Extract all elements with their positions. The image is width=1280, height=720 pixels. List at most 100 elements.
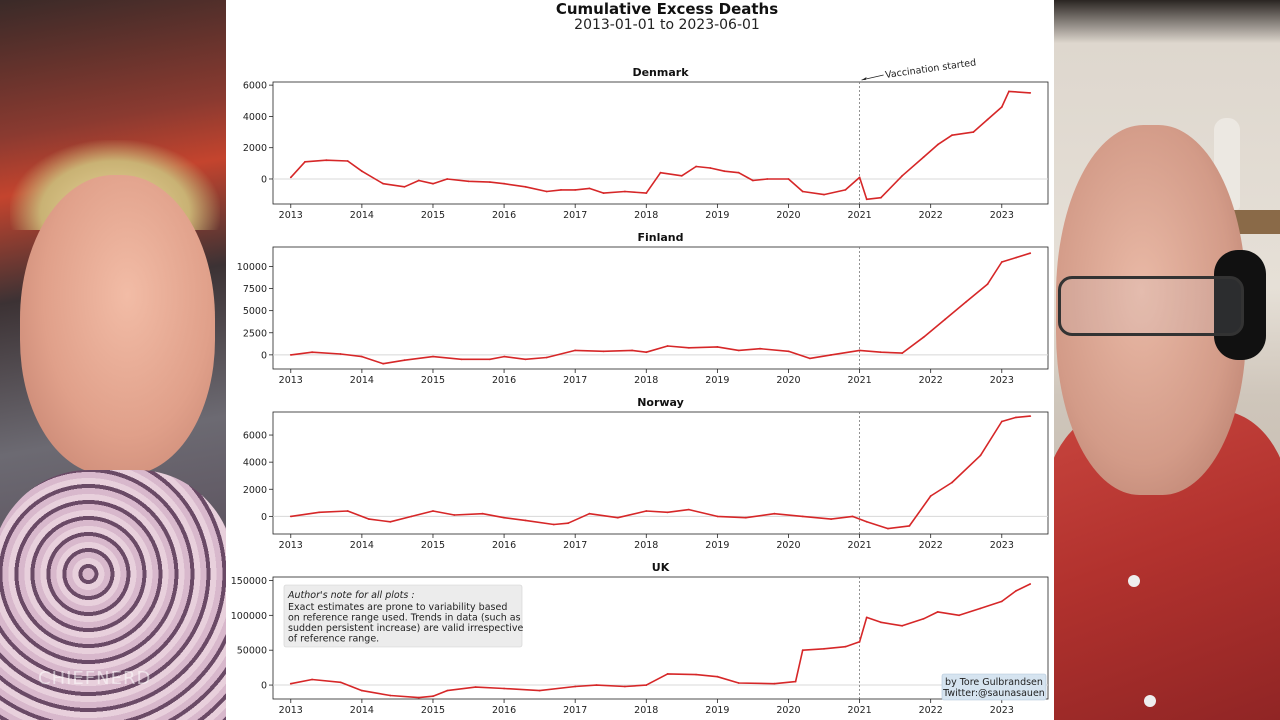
data-point: [880, 351, 882, 354]
y-tick-label: 0: [261, 174, 267, 185]
panel-title-2: Norway: [637, 396, 684, 409]
x-tick-label: 2015: [421, 375, 445, 386]
data-point: [389, 520, 392, 523]
panel-frame: [272, 81, 1049, 205]
data-point: [851, 515, 854, 518]
x-tick-label: 2017: [563, 210, 587, 221]
x-tick-label: 2017: [563, 705, 587, 716]
credit-box: [941, 673, 1047, 701]
data-point: [503, 516, 505, 519]
data-point: [645, 351, 648, 354]
data-point: [560, 189, 562, 191]
data-point: [865, 520, 868, 523]
data-point: [346, 510, 349, 512]
data-point: [616, 516, 619, 519]
data-point: [801, 515, 804, 518]
data-point: [417, 696, 420, 699]
data-point: [951, 481, 953, 484]
data-point: [361, 355, 363, 358]
x-tick-label: 2023: [990, 705, 1014, 716]
panel-title-0: Denmark: [632, 66, 689, 79]
x-tick-label: 2013: [279, 210, 303, 221]
y-tick-label: 2000: [243, 143, 267, 154]
data-point: [289, 682, 292, 685]
data-point: [865, 198, 868, 201]
data-point: [1000, 261, 1003, 263]
data-point: [382, 362, 385, 365]
author-note-line: of reference range.: [288, 634, 379, 645]
x-tick-label: 2017: [563, 375, 587, 386]
data-point: [524, 519, 527, 522]
data-point: [602, 192, 605, 195]
data-point: [361, 689, 363, 692]
data-point: [588, 512, 591, 515]
data-point: [538, 689, 541, 692]
data-point: [773, 512, 776, 515]
data-point: [624, 190, 626, 193]
data-point: [574, 685, 577, 688]
data-point: [545, 356, 548, 359]
data-point: [389, 694, 392, 697]
data-point: [695, 165, 697, 168]
data-point: [958, 614, 960, 617]
y-tick-label: 0: [261, 681, 267, 692]
x-tick-label: 2018: [634, 705, 658, 716]
data-point: [1015, 256, 1017, 259]
data-point: [410, 515, 413, 518]
x-tick-label: 2019: [705, 705, 729, 716]
data-point: [1015, 416, 1017, 419]
y-tick-label: 4000: [243, 112, 267, 123]
data-point: [481, 512, 484, 515]
data-point: [325, 159, 328, 162]
data-point: [432, 182, 434, 185]
annotation-arrowhead: [861, 77, 867, 80]
data-point: [645, 192, 648, 195]
chart-panel: Cumulative Excess Deaths 2013-01-01 to 20…: [226, 0, 1054, 720]
data-point: [844, 645, 847, 648]
data-point: [339, 353, 342, 355]
data-point: [467, 180, 470, 183]
y-tick-label: 5000: [243, 306, 267, 317]
author-note-box: [283, 584, 523, 648]
data-point: [595, 684, 598, 686]
data-point: [744, 516, 747, 519]
data-point: [965, 300, 968, 303]
x-tick-label: 2020: [776, 705, 800, 716]
vaccination-annotation: Vaccination started: [884, 57, 976, 81]
right-webcam-feed: [1054, 0, 1280, 720]
author-note-line: Exact estimates are prone to variability…: [288, 602, 507, 613]
data-point: [766, 178, 769, 180]
headset: [1214, 250, 1266, 360]
x-tick-label: 2016: [492, 540, 516, 551]
data-point: [503, 355, 505, 358]
data-point: [787, 350, 790, 353]
x-tick-label: 2022: [919, 210, 943, 221]
data-point: [318, 511, 321, 514]
y-tick-label: 2500: [243, 328, 267, 339]
data-point: [709, 167, 712, 169]
x-tick-label: 2023: [990, 540, 1014, 551]
y-tick-label: 0: [261, 512, 267, 523]
y-tick-label: 100000: [231, 611, 267, 622]
data-point: [716, 515, 719, 518]
data-point: [1000, 600, 1003, 603]
x-tick-label: 2022: [919, 705, 943, 716]
figure-subtitle: 2013-01-01 to 2023-06-01: [574, 17, 760, 33]
data-point: [602, 350, 605, 353]
shirt-button: [1144, 695, 1156, 707]
data-point: [979, 454, 982, 457]
data-point: [645, 510, 648, 512]
y-tick-label: 6000: [243, 431, 267, 442]
data-point: [858, 349, 861, 352]
data-point: [1029, 92, 1032, 94]
x-tick-label: 2020: [776, 375, 800, 386]
data-point: [759, 347, 761, 350]
data-point: [716, 675, 719, 678]
data-point: [474, 686, 477, 688]
data-point: [666, 345, 669, 347]
x-tick-label: 2023: [990, 375, 1014, 386]
data-point: [737, 682, 740, 684]
data-point: [880, 196, 882, 199]
y-tick-label: 50000: [237, 646, 267, 657]
data-point: [666, 673, 669, 675]
